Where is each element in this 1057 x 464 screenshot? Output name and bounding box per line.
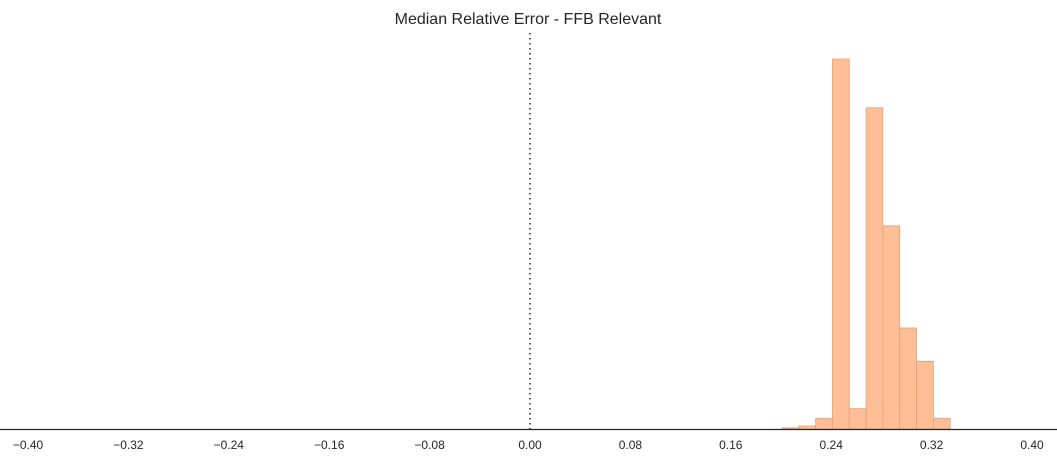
x-tick-label: −0.40	[13, 438, 44, 452]
x-tick-label: −0.24	[214, 438, 245, 452]
x-tick-label: 0.16	[719, 438, 743, 452]
histogram-bar	[815, 417, 833, 430]
x-tick-label: −0.16	[314, 438, 345, 452]
x-axis-ticks: −0.40 −0.32 −0.24 −0.16 −0.08 0.00 0.08 0.16 0.2…	[13, 438, 1044, 452]
x-tick-label: −0.08	[414, 438, 445, 452]
histogram-bar	[899, 327, 917, 430]
histogram-bar	[848, 408, 867, 430]
histogram-bar	[781, 427, 800, 430]
x-tick-label: −0.32	[113, 438, 144, 452]
x-tick-label: 0.08	[619, 438, 643, 452]
histogram-bar	[932, 417, 951, 430]
x-tick-label: 0.32	[920, 438, 944, 452]
histogram-bar	[882, 225, 901, 430]
x-tick-label: 0.24	[820, 438, 844, 452]
histogram-bar	[865, 107, 884, 430]
histogram-bar	[832, 58, 850, 430]
chart-title: Median Relative Error - FFB Relevant	[395, 11, 662, 28]
histogram-bar	[916, 360, 934, 430]
x-tick-label: 0.40	[1020, 438, 1044, 452]
x-tick-label: 0.00	[518, 438, 542, 452]
histogram-bar	[798, 425, 817, 430]
bars-group	[781, 58, 951, 430]
